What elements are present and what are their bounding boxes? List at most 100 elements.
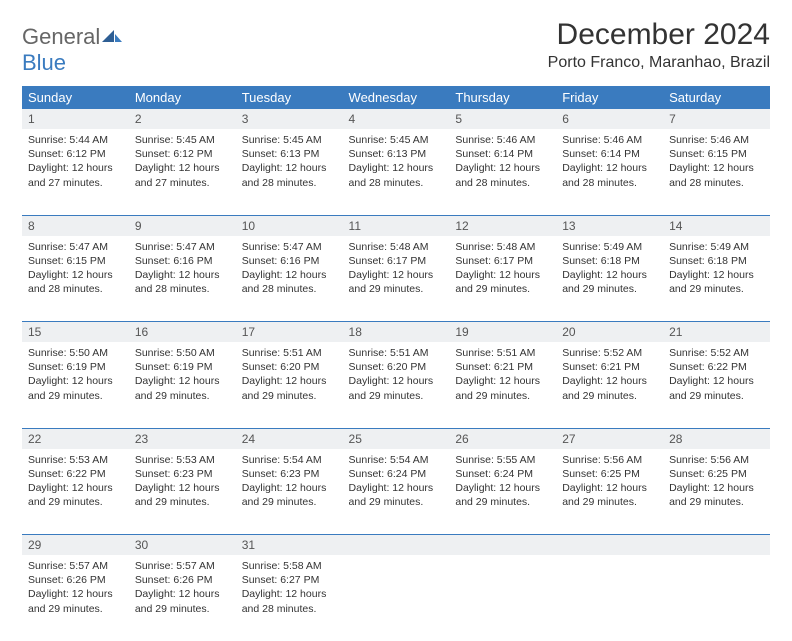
day-detail: Sunrise: 5:46 AMSunset: 6:15 PMDaylight:…: [663, 129, 770, 196]
sunset-text: Sunset: 6:15 PM: [28, 254, 123, 268]
day-number-cell: 17: [236, 322, 343, 343]
daylight-text: Daylight: 12 hours and 29 minutes.: [135, 374, 230, 402]
sunrise-text: Sunrise: 5:45 AM: [135, 133, 230, 147]
day-detail: Sunrise: 5:54 AMSunset: 6:24 PMDaylight:…: [343, 449, 450, 516]
day-cell: Sunrise: 5:53 AMSunset: 6:22 PMDaylight:…: [22, 449, 129, 535]
daylight-text: Daylight: 12 hours and 29 minutes.: [455, 481, 550, 509]
day-number-cell: 6: [556, 109, 663, 129]
sunrise-text: Sunrise: 5:52 AM: [669, 346, 764, 360]
day-number-cell: 7: [663, 109, 770, 129]
sunset-text: Sunset: 6:18 PM: [669, 254, 764, 268]
daylight-text: Daylight: 12 hours and 29 minutes.: [562, 268, 657, 296]
logo-word-1: General: [22, 24, 100, 49]
day-cell: Sunrise: 5:58 AMSunset: 6:27 PMDaylight:…: [236, 555, 343, 641]
day-number-cell: 11: [343, 215, 450, 236]
sunset-text: Sunset: 6:14 PM: [562, 147, 657, 161]
day-number-cell: 21: [663, 322, 770, 343]
sunset-text: Sunset: 6:15 PM: [669, 147, 764, 161]
day-detail: Sunrise: 5:47 AMSunset: 6:16 PMDaylight:…: [129, 236, 236, 303]
day-cell: Sunrise: 5:45 AMSunset: 6:12 PMDaylight:…: [129, 129, 236, 215]
day-detail: Sunrise: 5:47 AMSunset: 6:15 PMDaylight:…: [22, 236, 129, 303]
day-cell: Sunrise: 5:44 AMSunset: 6:12 PMDaylight:…: [22, 129, 129, 215]
sunset-text: Sunset: 6:13 PM: [349, 147, 444, 161]
sunrise-text: Sunrise: 5:44 AM: [28, 133, 123, 147]
day-cell: Sunrise: 5:47 AMSunset: 6:15 PMDaylight:…: [22, 236, 129, 322]
sunrise-text: Sunrise: 5:49 AM: [562, 240, 657, 254]
day-header: Tuesday: [236, 86, 343, 109]
day-cell: [449, 555, 556, 641]
day-detail: Sunrise: 5:44 AMSunset: 6:12 PMDaylight:…: [22, 129, 129, 196]
daylight-text: Daylight: 12 hours and 29 minutes.: [349, 481, 444, 509]
day-cell: [663, 555, 770, 641]
sunset-text: Sunset: 6:26 PM: [28, 573, 123, 587]
location: Porto Franco, Maranhao, Brazil: [548, 54, 770, 72]
daylight-text: Daylight: 12 hours and 29 minutes.: [669, 268, 764, 296]
day-cell: Sunrise: 5:52 AMSunset: 6:21 PMDaylight:…: [556, 342, 663, 428]
daylight-text: Daylight: 12 hours and 28 minutes.: [242, 161, 337, 189]
day-number-cell: 10: [236, 215, 343, 236]
day-cell: Sunrise: 5:51 AMSunset: 6:20 PMDaylight:…: [236, 342, 343, 428]
day-content-row: Sunrise: 5:57 AM Sunset: 6:26 PM Daylight:…: [22, 555, 770, 641]
day-cell: Sunrise: 5:49 AMSunset: 6:18 PMDaylight:…: [556, 236, 663, 322]
sunset-text: Sunset: 6:12 PM: [28, 147, 123, 161]
sunrise-text: Sunrise: 5:54 AM: [242, 453, 337, 467]
sunset-text: Sunset: 6:22 PM: [669, 360, 764, 374]
sunset-text: Sunset: 6:20 PM: [349, 360, 444, 374]
day-detail: Sunrise: 5:51 AMSunset: 6:20 PMDaylight:…: [343, 342, 450, 409]
sunrise-text: Sunrise: 5:48 AM: [349, 240, 444, 254]
sunrise-text: Sunrise: 5:51 AM: [349, 346, 444, 360]
day-header: Friday: [556, 86, 663, 109]
day-number-cell: [449, 535, 556, 556]
daylight-text: Daylight: 12 hours and 29 minutes.: [455, 374, 550, 402]
logo: General Blue: [22, 24, 122, 76]
sunrise-text: Sunrise: 5:47 AM: [242, 240, 337, 254]
day-detail: Sunrise: 5:55 AMSunset: 6:24 PMDaylight:…: [449, 449, 556, 516]
sunset-text: Sunset: 6:24 PM: [455, 467, 550, 481]
sunrise-text: Sunrise: 5:46 AM: [669, 133, 764, 147]
day-detail: Sunrise: 5:48 AMSunset: 6:17 PMDaylight:…: [449, 236, 556, 303]
day-cell: Sunrise: 5:51 AMSunset: 6:20 PMDaylight:…: [343, 342, 450, 428]
day-detail: Sunrise: 5:53 AMSunset: 6:23 PMDaylight:…: [129, 449, 236, 516]
daylight-text: Daylight: 12 hours and 29 minutes.: [455, 268, 550, 296]
day-content-row: Sunrise: 5:47 AM Sunset: 6:15 PM Daylight:…: [22, 236, 770, 322]
day-number-cell: 23: [129, 428, 236, 449]
day-cell: Sunrise: 5:55 AMSunset: 6:24 PMDaylight:…: [449, 449, 556, 535]
sunset-text: Sunset: 6:23 PM: [242, 467, 337, 481]
day-header: Monday: [129, 86, 236, 109]
daylight-text: Daylight: 12 hours and 29 minutes.: [135, 587, 230, 615]
sunset-text: Sunset: 6:18 PM: [562, 254, 657, 268]
sunrise-text: Sunrise: 5:57 AM: [135, 559, 230, 573]
day-detail: Sunrise: 5:45 AMSunset: 6:13 PMDaylight:…: [236, 129, 343, 196]
day-number-cell: [663, 535, 770, 556]
day-number-row: 1234567: [22, 109, 770, 129]
day-number-row: 891011121314: [22, 215, 770, 236]
sunset-text: Sunset: 6:16 PM: [135, 254, 230, 268]
day-number-cell: 3: [236, 109, 343, 129]
sunset-text: Sunset: 6:23 PM: [135, 467, 230, 481]
day-cell: Sunrise: 5:57 AMSunset: 6:26 PMDaylight:…: [22, 555, 129, 641]
day-detail: Sunrise: 5:45 AMSunset: 6:12 PMDaylight:…: [129, 129, 236, 196]
day-content-row: Sunrise: 5:50 AMSunset: 6:19 PMDaylight:…: [22, 342, 770, 428]
day-detail: Sunrise: 5:49 AMSunset: 6:18 PMDaylight:…: [556, 236, 663, 303]
logo-word-2: Blue: [22, 50, 66, 75]
day-detail: Sunrise: 5:49 AMSunset: 6:18 PMDaylight:…: [663, 236, 770, 303]
day-cell: [343, 555, 450, 641]
sunrise-text: Sunrise: 5:52 AM: [562, 346, 657, 360]
sunrise-text: Sunrise: 5:56 AM: [669, 453, 764, 467]
day-detail: Sunrise: 5:51 AMSunset: 6:20 PMDaylight:…: [236, 342, 343, 409]
day-cell: Sunrise: 5:46 AMSunset: 6:15 PMDaylight:…: [663, 129, 770, 215]
day-number-cell: 31: [236, 535, 343, 556]
logo-sail-icon: [102, 31, 122, 48]
day-cell: Sunrise: 5:49 AMSunset: 6:18 PMDaylight:…: [663, 236, 770, 322]
daylight-text: Daylight: 12 hours and 29 minutes.: [562, 481, 657, 509]
day-detail: Sunrise: 5:50 AMSunset: 6:19 PMDaylight:…: [129, 342, 236, 409]
sunrise-text: Sunrise: 5:46 AM: [562, 133, 657, 147]
daylight-text: Daylight: 12 hours and 29 minutes.: [562, 374, 657, 402]
day-cell: Sunrise: 5:54 AMSunset: 6:24 PMDaylight:…: [343, 449, 450, 535]
sunset-text: Sunset: 6:21 PM: [455, 360, 550, 374]
day-number-cell: 22: [22, 428, 129, 449]
day-cell: Sunrise: 5:46 AMSunset: 6:14 PMDaylight:…: [556, 129, 663, 215]
sunrise-text: Sunrise: 5:47 AM: [135, 240, 230, 254]
day-detail: Sunrise: 5:50 AMSunset: 6:19 PMDaylight:…: [22, 342, 129, 409]
sunset-text: Sunset: 6:20 PM: [242, 360, 337, 374]
